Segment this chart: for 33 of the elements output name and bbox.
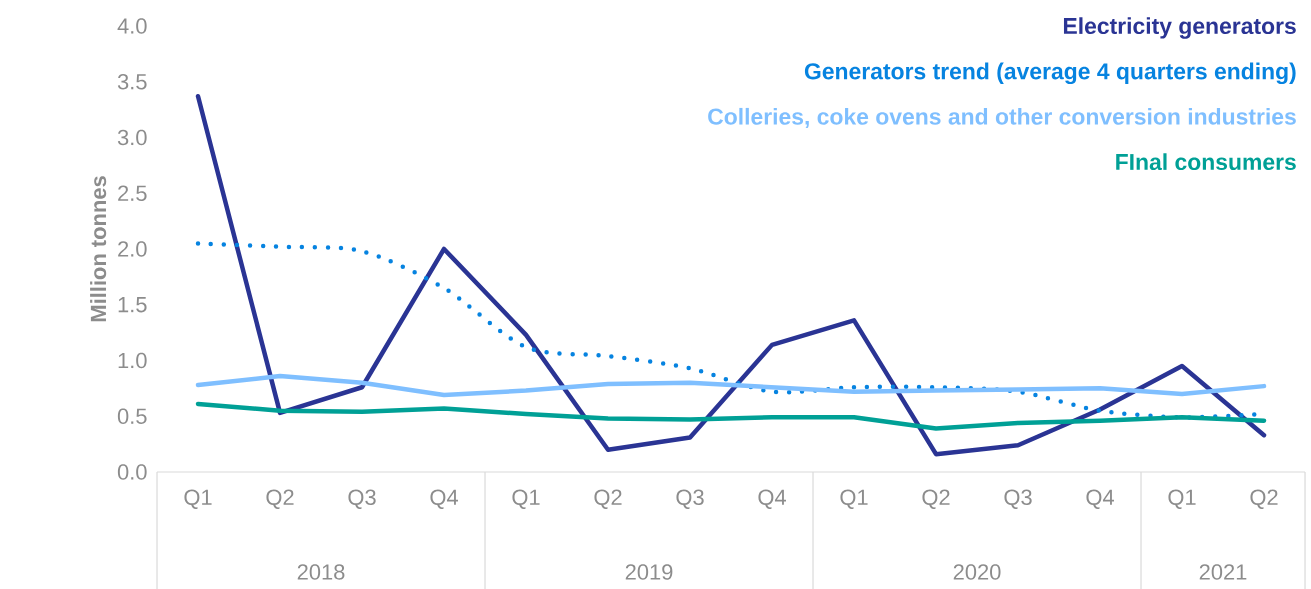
x-tick-label: Q2 (594, 489, 622, 509)
text: 2021 (1199, 564, 1247, 580)
x-tick-label: Q1 (512, 489, 540, 509)
y-axis-title: Million tonnes (90, 176, 107, 322)
y-tick-label: 3.5 (117, 73, 147, 90)
x-tick-label: Q3 (1004, 489, 1032, 509)
y-tick-label: 2.5 (118, 185, 147, 201)
x-tick-label: Q2 (266, 489, 294, 509)
x-tick-label: Q3 (348, 489, 376, 509)
x-tick-label: Q4 (1086, 489, 1114, 509)
y-tick-label: 0.5 (117, 408, 147, 424)
text: Generators trend (average 4 quarters ending) (804, 62, 1296, 85)
y-tick-label: 1.5 (118, 297, 147, 313)
y-tick-label: 3.0 (117, 129, 147, 146)
x-tick-label: Q4 (430, 489, 458, 509)
x-tick-label: Q3 (676, 489, 704, 509)
x-tick-label: Q2 (922, 489, 950, 509)
text: Colleries, coke ovens and other conversion industries (708, 107, 1296, 129)
x-tick-label: Q1 (184, 489, 212, 509)
text: 2019 (625, 564, 673, 580)
line-series (195, 401, 1267, 431)
x-tick-label: Q4 (758, 489, 786, 509)
text: 2020 (953, 564, 1001, 580)
y-tick-label: 1.0 (118, 352, 147, 369)
y-tick-label: 4.0 (117, 18, 147, 34)
y-tick-label: 2.0 (118, 241, 147, 257)
text: Electricity generators (1063, 17, 1296, 39)
x-tick-label: Q1 (840, 489, 868, 509)
x-tick-label: Q2 (1250, 489, 1278, 509)
text: 2018 (297, 564, 345, 580)
x-tick-label: Q1 (1168, 489, 1196, 509)
y-tick-label: 0.0 (117, 464, 147, 480)
text: FInal consumers (1116, 153, 1296, 171)
